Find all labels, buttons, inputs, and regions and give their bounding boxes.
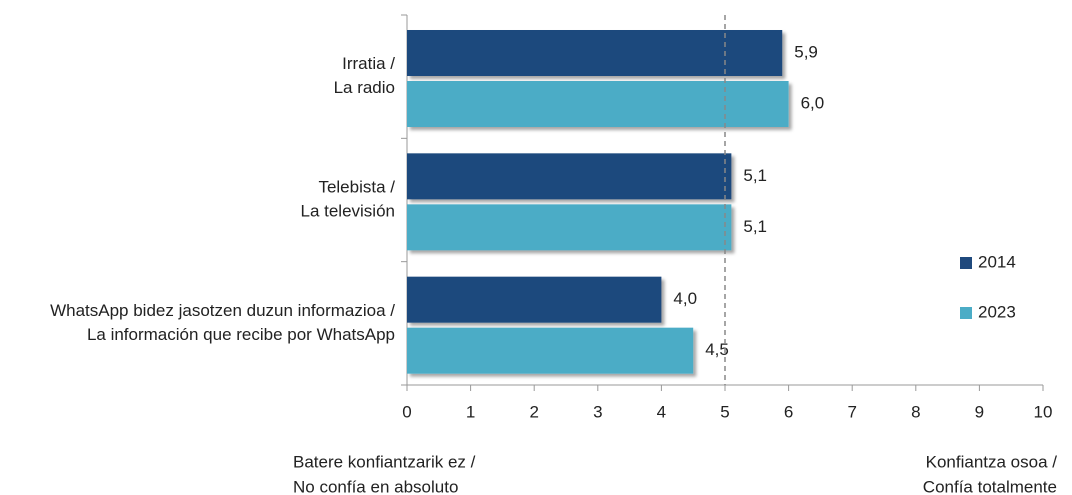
x-tick-label: 1 [466, 402, 475, 421]
x-tick-label: 7 [847, 402, 856, 421]
bar [407, 204, 732, 251]
bar [407, 276, 662, 323]
x-axis-left-label: No confía en absoluto [293, 477, 458, 495]
x-axis-left-label: Batere konfiantzarik ez / [293, 452, 476, 471]
category-label: La información que recibe por WhatsApp [87, 325, 395, 344]
value-label: 4,5 [705, 340, 729, 359]
legend-swatch [960, 307, 972, 319]
bar [407, 327, 694, 374]
category-label: La radio [334, 78, 395, 97]
value-label: 5,1 [743, 166, 767, 185]
category-label: Irratia / [342, 54, 395, 73]
legend-label: 2023 [978, 302, 1016, 321]
x-tick-label: 2 [529, 402, 538, 421]
x-tick-label: 3 [593, 402, 602, 421]
value-label: 5,9 [794, 42, 818, 61]
legend-label: 2014 [978, 252, 1016, 271]
value-label: 4,0 [673, 289, 697, 308]
bar [407, 30, 783, 76]
category-label: Telebista / [318, 177, 395, 196]
x-tick-label: 10 [1034, 402, 1053, 421]
x-tick-label: 9 [975, 402, 984, 421]
legend-swatch [960, 257, 972, 269]
bar [407, 153, 732, 200]
x-tick-label: 5 [720, 402, 729, 421]
category-label: La televisión [300, 201, 395, 220]
x-tick-label: 4 [657, 402, 666, 421]
x-axis-right-label: Konfiantza osoa / [926, 452, 1058, 471]
x-tick-label: 6 [784, 402, 793, 421]
x-axis-right-label: Confía totalmente [923, 477, 1057, 495]
value-label: 5,1 [743, 217, 767, 236]
value-label: 6,0 [801, 93, 825, 112]
x-tick-label: 0 [402, 402, 411, 421]
bar [407, 81, 789, 127]
category-label: WhatsApp bidez jasotzen duzun informazio… [50, 301, 395, 320]
x-tick-label: 8 [911, 402, 920, 421]
